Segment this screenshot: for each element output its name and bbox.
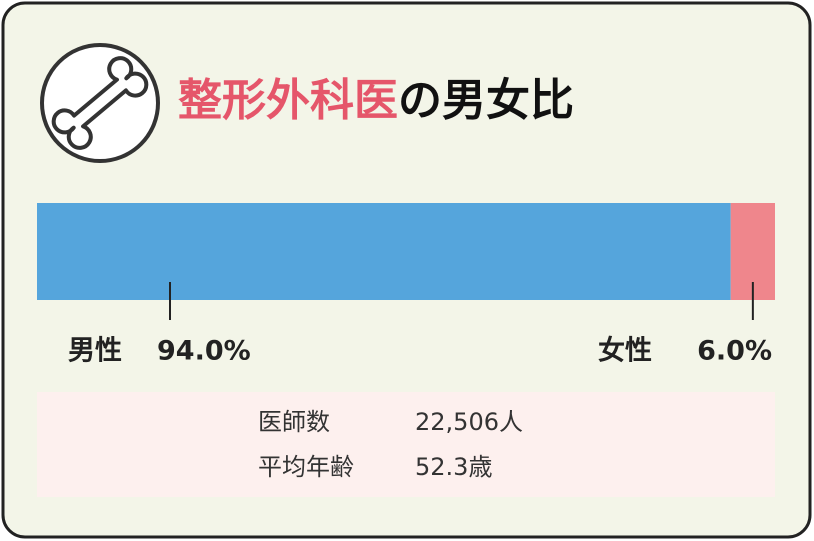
chart-title: 整形外科医の男女比 bbox=[178, 75, 574, 126]
stats-box bbox=[37, 392, 775, 497]
stat-value: 22,506人 bbox=[415, 408, 523, 436]
bar-segment bbox=[37, 203, 731, 300]
value-label: 6.0% bbox=[697, 336, 772, 367]
legend-label: 男性 bbox=[68, 336, 122, 367]
bone-icon bbox=[40, 43, 160, 163]
stat-value: 52.3歳 bbox=[415, 453, 492, 481]
legend-label: 女性 bbox=[598, 335, 652, 367]
value-label: 94.0% bbox=[157, 336, 251, 367]
title-highlight: 整形外科医 bbox=[178, 75, 398, 126]
stat-label: 医師数 bbox=[258, 408, 330, 436]
stat-label: 平均年齢 bbox=[258, 453, 354, 481]
title-rest: の男女比 bbox=[398, 75, 574, 126]
